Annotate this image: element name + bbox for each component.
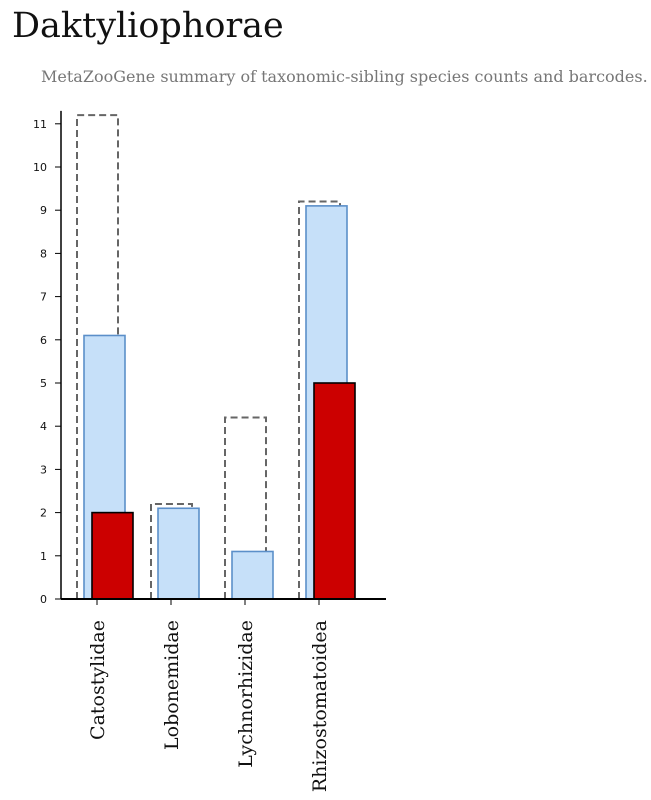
- red-bar-rhizostomatoidea: [313, 382, 356, 600]
- y-tick-label-5: 5: [40, 377, 47, 390]
- outline-bar-lobonemidae: [150, 502, 193, 599]
- y-tick-label-0: 0: [40, 593, 47, 606]
- red-bar-catostylidae: [91, 511, 134, 600]
- x-tick-label-lobonemidae: Lobonemidae: [161, 620, 183, 750]
- y-tick-label-6: 6: [40, 334, 47, 347]
- y-tick-label-11: 11: [33, 118, 47, 131]
- y-tick-label-8: 8: [40, 247, 47, 260]
- blue-bar-lychnorhizidae: [231, 550, 274, 600]
- x-tick-label-rhizostomatoidea: Rhizostomatoidea: [309, 620, 331, 792]
- page-title: Daktyliophorae: [12, 6, 284, 46]
- y-tick-label-9: 9: [40, 204, 47, 217]
- page-subtitle: MetaZooGene summary of taxonomic-sibling…: [41, 67, 648, 86]
- x-tick-label-catostylidae: Catostylidae: [87, 620, 109, 740]
- y-tick-label-3: 3: [40, 463, 47, 476]
- x-tick-label-lychnorhizidae: Lychnorhizidae: [235, 620, 257, 768]
- blue-bar-lobonemidae: [157, 507, 200, 600]
- y-tick-label-4: 4: [40, 420, 47, 433]
- outline-bar-lychnorhizidae: [224, 416, 267, 599]
- outline-bar-rhizostomatoidea: [298, 200, 341, 599]
- y-tick-label-1: 1: [40, 550, 47, 563]
- y-tick-label-7: 7: [40, 291, 47, 304]
- y-tick-label-10: 10: [33, 161, 47, 174]
- y-tick-label-2: 2: [40, 507, 47, 520]
